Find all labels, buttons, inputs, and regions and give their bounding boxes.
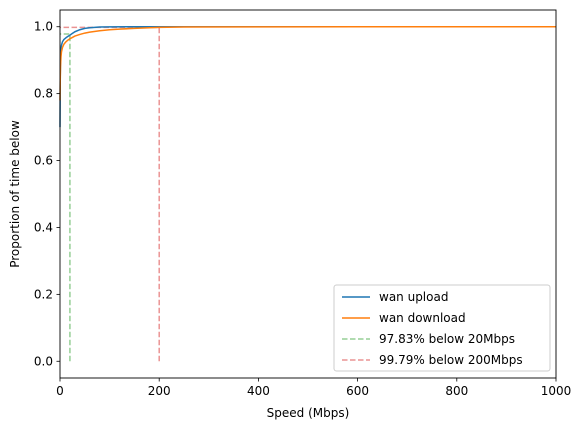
y-axis-label: Proportion of time below <box>8 120 22 268</box>
legend-label-wan-download: wan download <box>379 311 466 325</box>
legend-box <box>333 284 551 372</box>
lines-layer <box>59 25 556 362</box>
legend-label-99-79-below-200mbps: 99.79% below 200Mbps <box>379 353 523 367</box>
y-tick-label: 0.4 <box>34 220 53 234</box>
legend-label-wan-upload: wan upload <box>379 290 448 304</box>
ticks-layer: 0 200 400 600 800 1000 0.0 0.2 0.4 0.6 0.8 1.0 <box>34 20 571 398</box>
series-line-wan-download <box>59 25 556 101</box>
plot-frame <box>59 9 557 379</box>
x-tick-label: 800 <box>445 384 468 398</box>
x-tick-label: 600 <box>346 384 369 398</box>
legend-label-97-83-below-20mbps: 97.83% below 20Mbps <box>379 332 515 346</box>
y-tick-label: 0.6 <box>34 154 53 168</box>
y-tick-label: 0.0 <box>34 354 53 368</box>
y-tick-label: 1.0 <box>34 20 53 34</box>
x-tick-label: 200 <box>148 384 171 398</box>
y-tick-label: 0.8 <box>34 87 53 101</box>
x-tick-label: 400 <box>247 384 270 398</box>
legend: wan upload wan download 97.83% below 20Mbp… <box>333 284 551 372</box>
x-tick-label: 0 <box>56 384 64 398</box>
y-tick-label: 0.2 <box>34 287 53 301</box>
x-tick-label: 1000 <box>541 384 572 398</box>
x-axis-label: Speed (Mbps) <box>267 406 350 420</box>
series-line-97-83-below-20mbps <box>60 33 71 362</box>
